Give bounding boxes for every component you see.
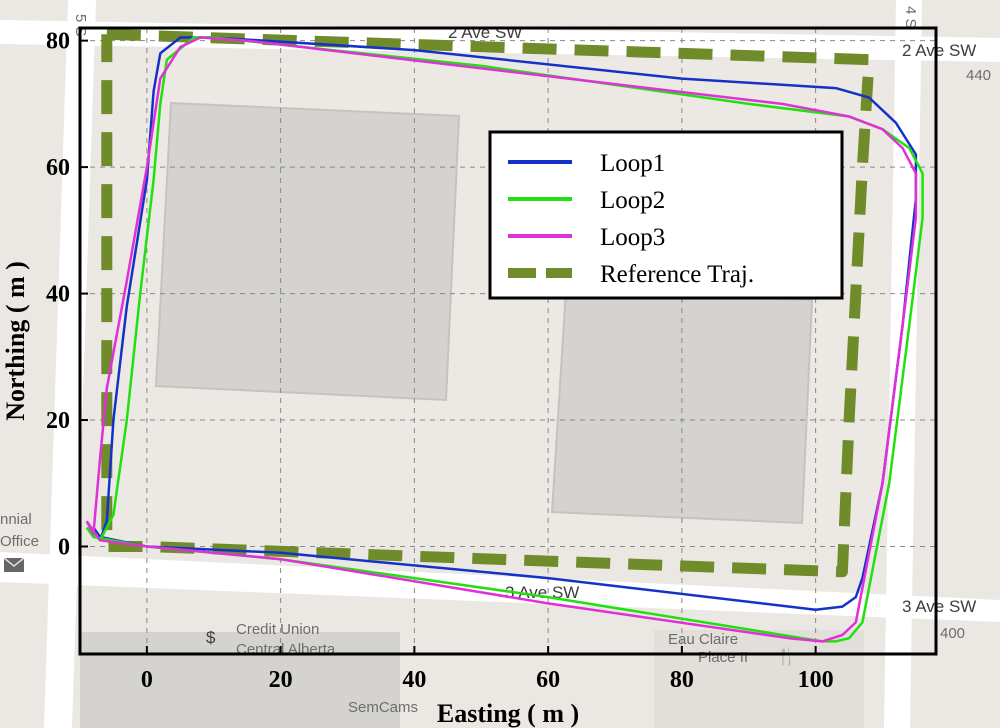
series-line-loop2 xyxy=(85,36,924,643)
x-tick-label-100: 100 xyxy=(798,667,834,693)
building-bottom-right xyxy=(654,630,864,728)
label-3-ave-sw: 3 Ave SW xyxy=(505,583,579,602)
restaurant-icon: 🍴 xyxy=(776,646,797,667)
label-left-street-edge: 5 S xyxy=(72,14,89,37)
series-line-loop1 xyxy=(92,36,918,611)
series-line-reference-traj xyxy=(101,28,875,578)
building-left xyxy=(154,101,461,402)
label-400: 400 xyxy=(940,625,965,642)
label-left-1: nnial xyxy=(0,511,32,528)
axis-ticks: 0 20 40 60 80 100 0 20 40 60 80 xyxy=(46,29,834,693)
street-left-avenue xyxy=(44,0,96,728)
label-440: 440 xyxy=(966,67,991,84)
plot-frame xyxy=(78,26,938,656)
x-tick-label-60: 60 xyxy=(536,667,560,693)
label-left-2: Office xyxy=(0,533,39,550)
x-tick-label-40: 40 xyxy=(402,667,426,693)
y-axis-label: Northing ( m ) xyxy=(1,261,30,421)
label-2-ave-sw-right: 2 Ave SW xyxy=(902,41,976,60)
y-tick-label-60: 60 xyxy=(46,155,70,181)
label-credit-union: Credit Union xyxy=(236,621,319,638)
label-2-ave-sw: 2 Ave SW xyxy=(448,23,522,42)
y-tick-label-40: 40 xyxy=(46,282,70,308)
data-series xyxy=(85,28,924,643)
x-tick-label-20: 20 xyxy=(269,667,293,693)
x-tick-label-0: 0 xyxy=(141,667,153,693)
legend-label-loop1: Loop1 xyxy=(600,150,665,177)
legend-label-loop2: Loop2 xyxy=(600,187,665,214)
mail-icon xyxy=(3,557,25,572)
label-3-ave-sw-right: 3 Ave SW xyxy=(902,597,976,616)
series-line-loop3 xyxy=(85,36,918,643)
label-semcams: SemCams xyxy=(348,699,418,716)
street-3-ave-sw xyxy=(0,552,1000,622)
y-tick-label-80: 80 xyxy=(46,29,70,55)
legend-label-reference-traj: Reference Traj. xyxy=(600,261,754,288)
y-tick-label-20: 20 xyxy=(46,408,70,434)
street-right-avenue xyxy=(884,0,922,728)
building-bottom-left xyxy=(80,632,400,728)
dollar-icon: $ xyxy=(206,628,216,647)
label-place-ii: Place II xyxy=(698,649,748,666)
label-eau-claire: Eau Claire xyxy=(668,631,738,648)
y-tick-label-0: 0 xyxy=(58,535,70,561)
legend: Loop1 Loop2 Loop3 Reference Traj. xyxy=(488,130,844,300)
x-tick-label-80: 80 xyxy=(670,667,694,693)
x-axis-label: Easting ( m ) xyxy=(437,699,579,728)
legend-label-loop3: Loop3 xyxy=(600,224,665,251)
label-right-street-edge: 4 S xyxy=(902,6,919,29)
